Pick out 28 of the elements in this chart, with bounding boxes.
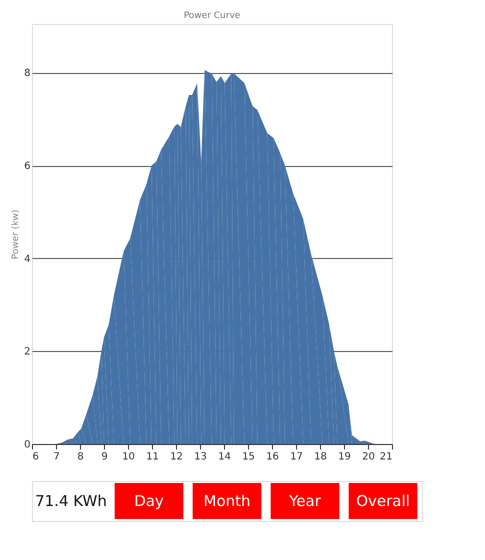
x-tick-label: 17 bbox=[290, 452, 303, 462]
text: Month bbox=[203, 492, 251, 510]
x-tick-label: 19 bbox=[338, 452, 351, 462]
chart-title: Power Curve bbox=[184, 11, 241, 21]
x-tick-label: 12 bbox=[170, 452, 183, 462]
x-tick-label: 13 bbox=[194, 452, 207, 462]
x-tick-label: 7 bbox=[53, 452, 60, 462]
y-axis-title: Power (kw) bbox=[11, 210, 22, 260]
text: Year bbox=[288, 492, 322, 510]
x-tick-label: 20 bbox=[362, 452, 375, 462]
x-tick-label: 18 bbox=[314, 452, 327, 462]
text: Day bbox=[134, 492, 164, 510]
y-tick-label: 6 bbox=[24, 161, 30, 172]
x-tick-label: 15 bbox=[242, 452, 255, 462]
x-tick-label: 21 bbox=[380, 452, 392, 462]
y-tick-label: 2 bbox=[24, 346, 30, 358]
x-tick-label: 16 bbox=[266, 452, 279, 462]
x-tick-label: 10 bbox=[122, 452, 135, 462]
text: Overall bbox=[356, 492, 410, 510]
x-tick-label: 11 bbox=[146, 452, 159, 462]
x-tick-label: 9 bbox=[101, 452, 108, 462]
x-tick-label: 8 bbox=[77, 452, 84, 462]
y-tick-label: 0 bbox=[24, 440, 30, 450]
text: 71.4 KWh bbox=[35, 492, 107, 510]
x-tick-label: 14 bbox=[218, 452, 231, 462]
x-tick-label: 6 bbox=[32, 452, 39, 462]
y-tick-label: 8 bbox=[24, 68, 30, 80]
y-tick-label: 4 bbox=[24, 254, 30, 265]
